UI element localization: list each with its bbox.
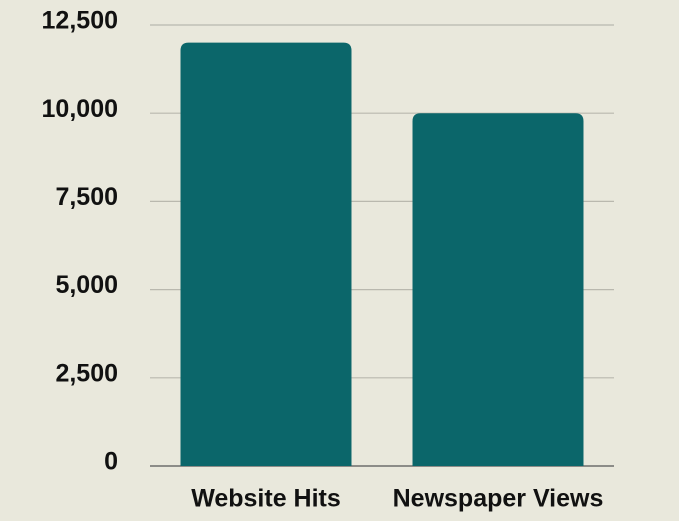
x-tick-label: Website Hits bbox=[191, 485, 341, 513]
y-tick-label: 0 bbox=[104, 448, 118, 476]
bar bbox=[412, 113, 584, 466]
y-tick-label: 2,500 bbox=[55, 359, 118, 387]
y-tick-label: 7,500 bbox=[55, 183, 118, 211]
bar bbox=[180, 42, 352, 466]
y-tick-label: 10,000 bbox=[42, 95, 118, 123]
y-tick-label: 12,500 bbox=[42, 7, 118, 35]
y-tick-label: 5,000 bbox=[55, 271, 118, 299]
x-tick-label: Newspaper Views bbox=[393, 485, 604, 513]
